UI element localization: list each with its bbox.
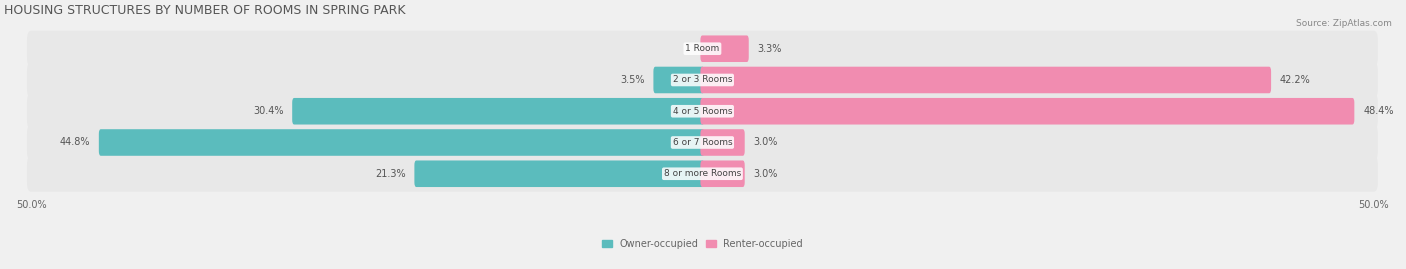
Legend: Owner-occupied, Renter-occupied: Owner-occupied, Renter-occupied (598, 235, 807, 253)
FancyBboxPatch shape (27, 125, 1378, 161)
FancyBboxPatch shape (27, 31, 1378, 67)
Text: HOUSING STRUCTURES BY NUMBER OF ROOMS IN SPRING PARK: HOUSING STRUCTURES BY NUMBER OF ROOMS IN… (4, 4, 406, 17)
FancyBboxPatch shape (654, 67, 704, 93)
FancyBboxPatch shape (700, 129, 745, 156)
FancyBboxPatch shape (27, 93, 1378, 129)
Text: Source: ZipAtlas.com: Source: ZipAtlas.com (1296, 19, 1392, 28)
Text: 48.4%: 48.4% (1362, 106, 1393, 116)
Text: 42.2%: 42.2% (1279, 75, 1310, 85)
Text: 3.0%: 3.0% (754, 169, 778, 179)
FancyBboxPatch shape (700, 67, 1271, 93)
FancyBboxPatch shape (415, 161, 704, 187)
Text: 2 or 3 Rooms: 2 or 3 Rooms (672, 76, 733, 84)
Text: 3.0%: 3.0% (754, 137, 778, 147)
FancyBboxPatch shape (700, 98, 1354, 125)
FancyBboxPatch shape (98, 129, 704, 156)
FancyBboxPatch shape (27, 62, 1378, 98)
Text: 3.5%: 3.5% (620, 75, 645, 85)
FancyBboxPatch shape (700, 161, 745, 187)
Text: 44.8%: 44.8% (59, 137, 90, 147)
FancyBboxPatch shape (27, 156, 1378, 192)
Text: 1 Room: 1 Room (685, 44, 720, 53)
FancyBboxPatch shape (700, 36, 749, 62)
Text: 8 or more Rooms: 8 or more Rooms (664, 169, 741, 178)
Text: 6 or 7 Rooms: 6 or 7 Rooms (672, 138, 733, 147)
Text: 4 or 5 Rooms: 4 or 5 Rooms (672, 107, 733, 116)
Text: 30.4%: 30.4% (253, 106, 284, 116)
FancyBboxPatch shape (292, 98, 704, 125)
Text: 21.3%: 21.3% (375, 169, 406, 179)
Text: 3.3%: 3.3% (758, 44, 782, 54)
